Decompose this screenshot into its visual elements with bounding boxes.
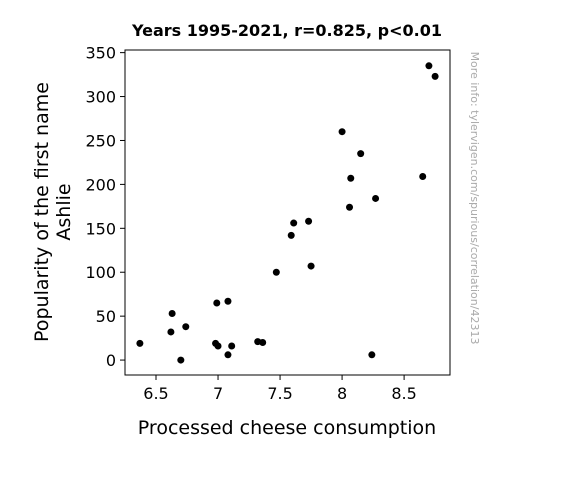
data-point bbox=[346, 203, 354, 211]
y-axis-label-line-2: Ashlie bbox=[53, 183, 75, 240]
y-tick-label: 200 bbox=[85, 175, 116, 194]
chart-title: Years 1995-2021, r=0.825, p<0.01 bbox=[131, 21, 442, 40]
x-tick-label: 8.5 bbox=[391, 384, 416, 403]
plot-frame bbox=[124, 49, 451, 376]
data-point bbox=[214, 342, 222, 350]
y-axis-label: Popularity of the first name Ashlie bbox=[31, 82, 75, 342]
y-axis: 0 50 100 150 200 250 300 350 bbox=[85, 44, 125, 370]
data-point bbox=[425, 62, 433, 70]
watermark: More info: tylervigen.com/spurious/corre… bbox=[468, 52, 481, 345]
x-tick-label: 7 bbox=[213, 384, 223, 403]
y-tick-label: 100 bbox=[85, 263, 116, 282]
x-axis-label: Processed cheese consumption bbox=[138, 417, 436, 439]
data-point bbox=[136, 339, 144, 347]
data-point bbox=[228, 342, 236, 350]
data-point bbox=[357, 150, 365, 158]
y-tick-label: 0 bbox=[106, 351, 116, 370]
y-tick-label: 300 bbox=[85, 88, 116, 107]
y-tick-label: 50 bbox=[96, 307, 116, 326]
data-point bbox=[287, 231, 295, 239]
y-tick-label: 150 bbox=[85, 219, 116, 238]
data-point bbox=[347, 174, 355, 182]
y-tick-label: 350 bbox=[85, 44, 116, 63]
watermark-text: More info: tylervigen.com/spurious/corre… bbox=[468, 52, 481, 345]
data-point bbox=[368, 351, 376, 359]
data-point bbox=[167, 328, 175, 336]
data-point bbox=[431, 72, 439, 80]
x-tick-label: 7.5 bbox=[267, 384, 292, 403]
data-point bbox=[259, 339, 267, 346]
data-points bbox=[136, 62, 439, 364]
x-tick-label: 6.5 bbox=[143, 384, 168, 403]
y-tick-label: 250 bbox=[85, 131, 116, 150]
data-point bbox=[177, 356, 185, 364]
y-axis-label-line-1: Popularity of the first name bbox=[31, 82, 53, 342]
data-point bbox=[224, 351, 232, 359]
data-point bbox=[338, 128, 346, 136]
data-point bbox=[305, 217, 313, 225]
data-point bbox=[213, 299, 221, 307]
data-point bbox=[182, 323, 190, 331]
data-point bbox=[419, 172, 427, 180]
x-axis: 6.5 7 7.5 8 8.5 bbox=[143, 375, 417, 403]
data-point bbox=[224, 297, 232, 305]
data-point bbox=[372, 194, 380, 202]
data-point bbox=[272, 268, 280, 276]
x-tick-label: 8 bbox=[337, 384, 347, 403]
data-point bbox=[168, 310, 176, 318]
plot-area: 6.5 7 7.5 8 8.5 0 50 100 150 200 250 300 350 bbox=[85, 44, 451, 403]
data-point bbox=[307, 262, 315, 270]
data-point bbox=[290, 219, 298, 227]
